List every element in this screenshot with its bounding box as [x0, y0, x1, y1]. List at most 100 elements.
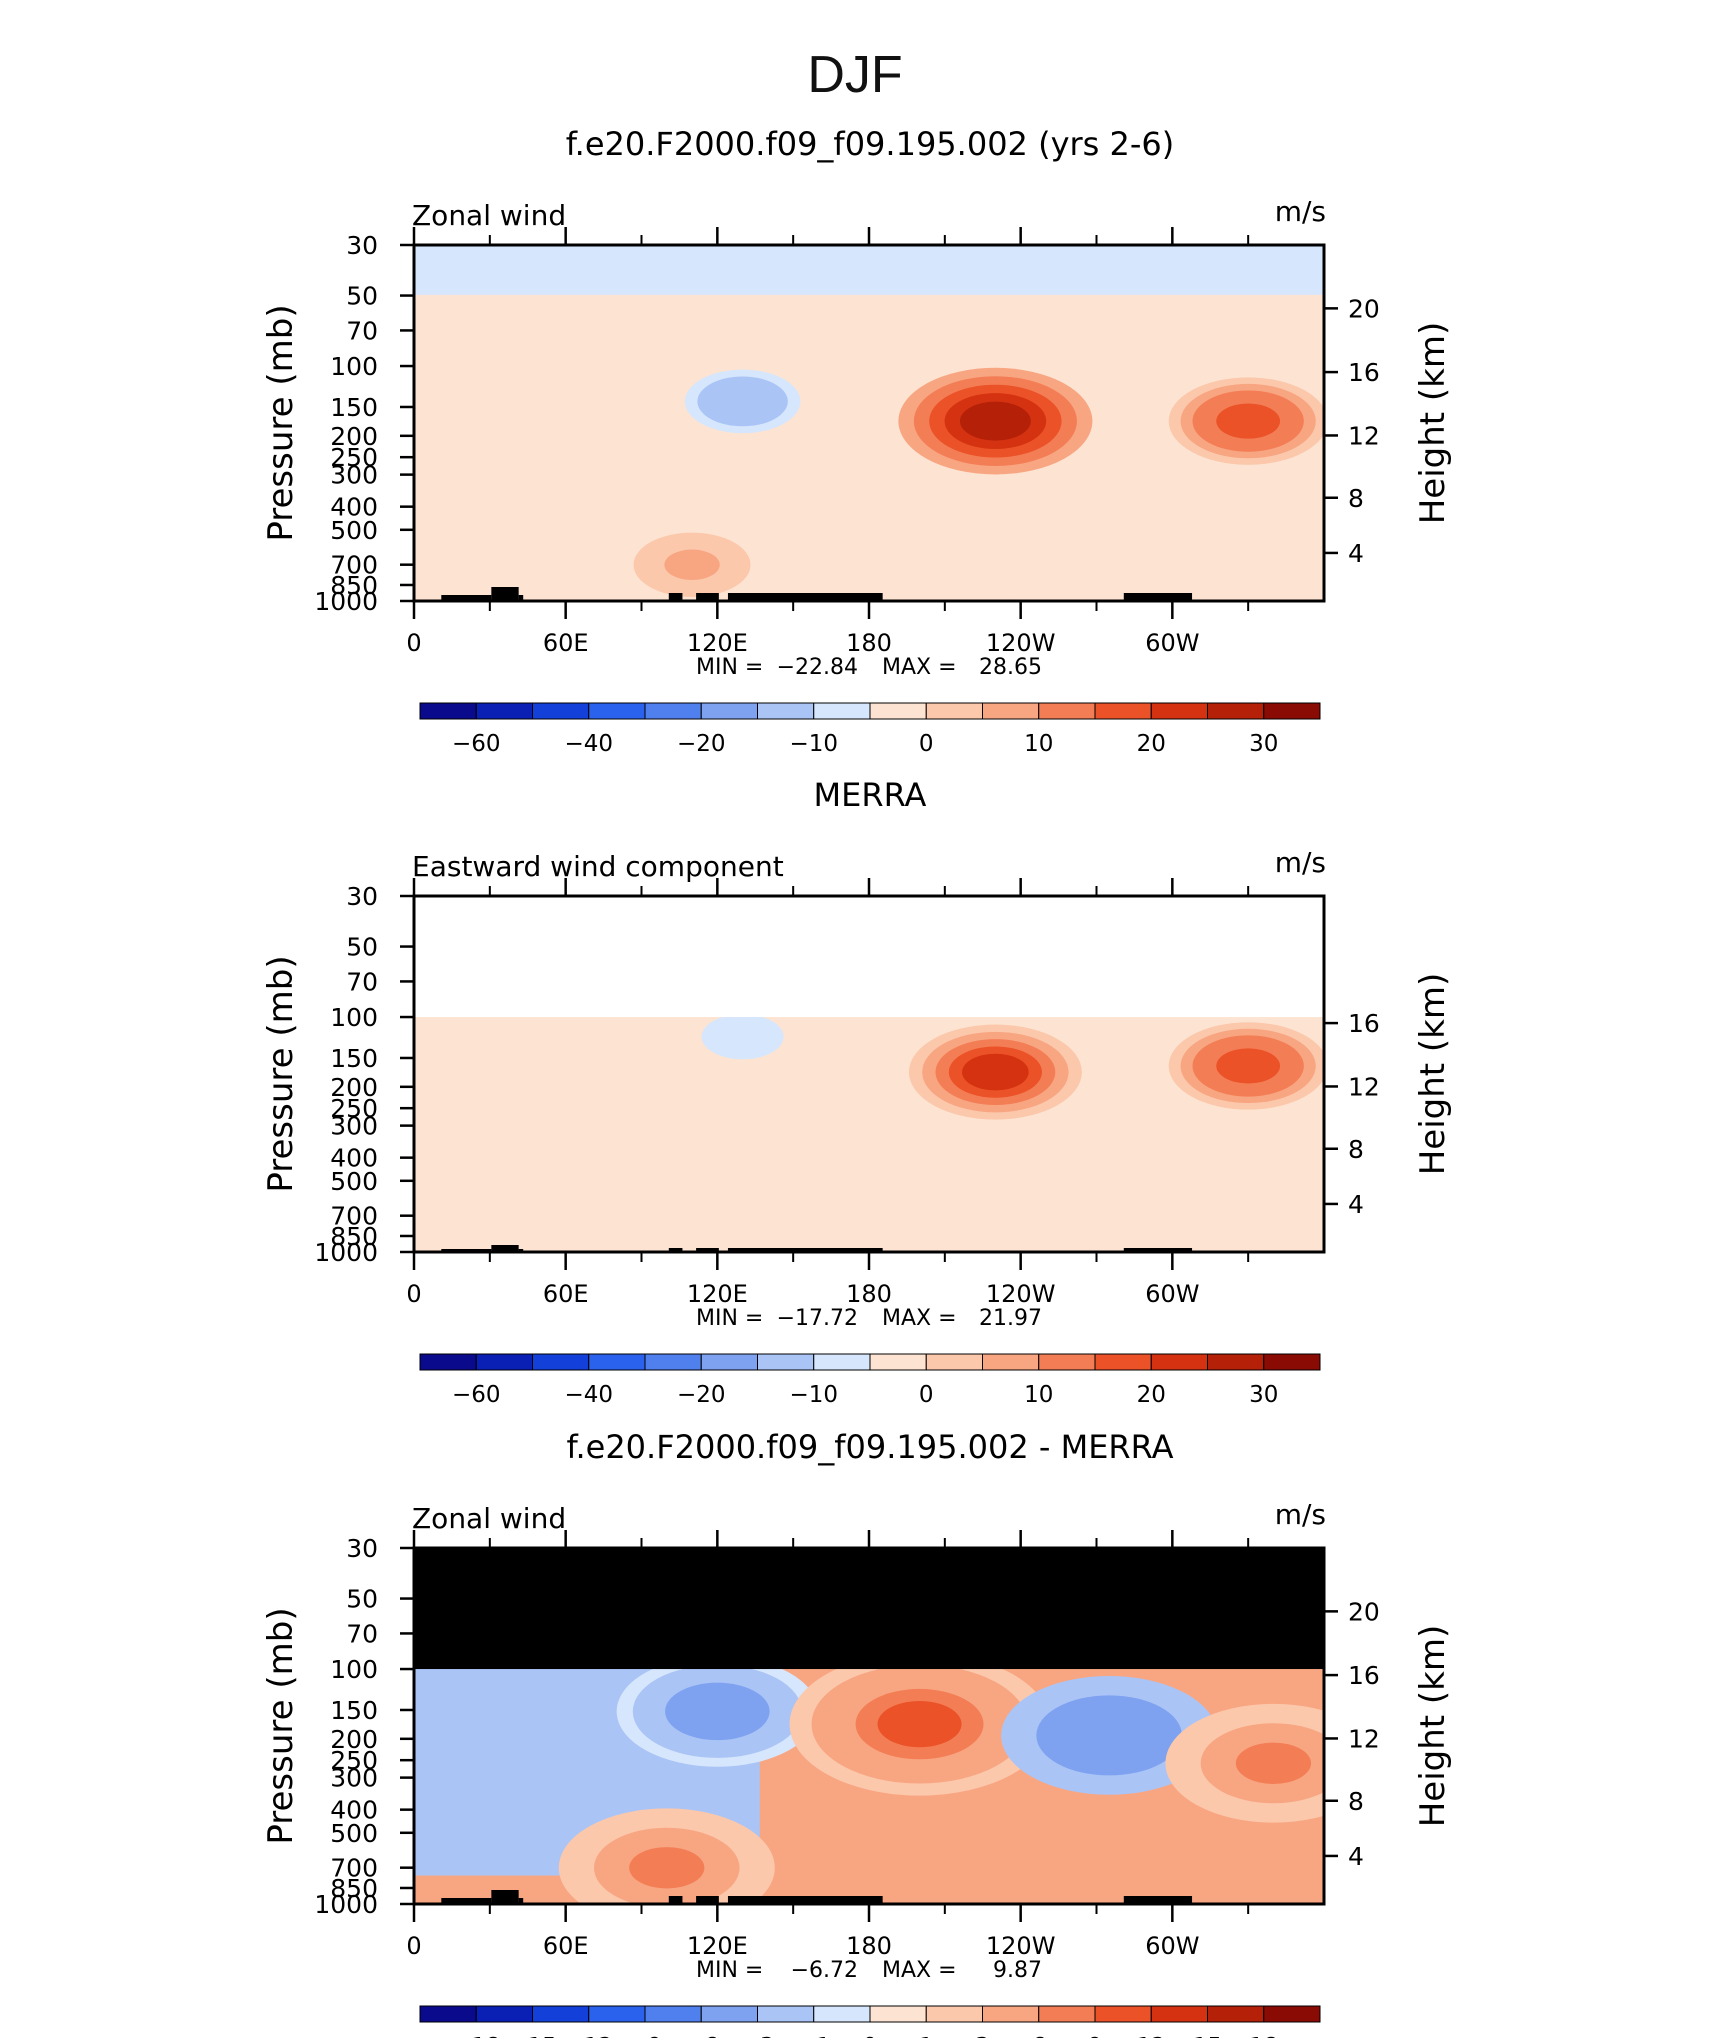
y-tick-label: 200 [330, 1725, 378, 1754]
contour-level [1071, 1714, 1147, 1757]
panel-title: MERRA [814, 776, 927, 814]
colorbar-box [644, 702, 702, 720]
x-tick-label: 60W [1145, 1932, 1199, 1960]
colorbar-label: 9 [1088, 2034, 1103, 2038]
colorbar-label: 30 [1249, 1382, 1278, 1408]
topography [668, 1896, 683, 1904]
x-tick-label: 120E [687, 1280, 748, 1308]
topography [727, 1248, 883, 1252]
y2-axis-label: Height (km) [1413, 322, 1453, 525]
colorbar-box [532, 1353, 590, 1371]
colorbar-box [475, 1353, 533, 1371]
colorbar-box [1094, 702, 1152, 720]
contour-level [710, 383, 776, 420]
y-tick-label: 300 [330, 1764, 378, 1793]
y-tick-label: 700 [330, 551, 378, 580]
colorbar-label: −3 [741, 2034, 775, 2038]
min-value: −6.72 [791, 1958, 858, 1983]
y-tick-label: 200 [330, 1073, 378, 1102]
y-tick-label: 100 [330, 1655, 378, 1684]
colorbar-box [700, 2005, 758, 2023]
colorbar-box [700, 702, 758, 720]
colorbar-label: 30 [1249, 731, 1278, 757]
y2-tick-label: 4 [1348, 1842, 1364, 1871]
min-value: −17.72 [777, 1306, 858, 1331]
contour-level [448, 399, 506, 431]
min-value: −22.84 [777, 655, 858, 680]
y-tick-label: 1000 [314, 1890, 378, 1919]
colorbar-label: 15 [1193, 2034, 1222, 2038]
colorbar-label: 12 [1137, 2034, 1166, 2038]
colorbar-box [644, 2005, 702, 2023]
topography [518, 1898, 524, 1904]
y2-tick-label: 12 [1348, 1724, 1380, 1753]
y-tick-label: 250 [330, 443, 378, 472]
x-tick-label: 120W [986, 1932, 1056, 1960]
colorbar-label: 20 [1137, 731, 1166, 757]
topography [441, 595, 492, 601]
contour-level [664, 549, 720, 581]
colorbar-label: −1 [797, 2034, 831, 2038]
colorbar-box [869, 1353, 927, 1371]
colorbar-label: −6 [684, 2034, 718, 2038]
x-tick-label: 120E [687, 629, 748, 657]
x-tick-label: 60W [1145, 629, 1199, 657]
colorbar-box [925, 702, 983, 720]
colorbar-label: 0 [919, 731, 934, 757]
y2-tick-label: 12 [1348, 421, 1380, 450]
y-tick-label: 700 [330, 1854, 378, 1883]
colorbar-box [1263, 1353, 1321, 1371]
min-label: MIN = [696, 1306, 763, 1331]
x-tick-label: 60E [543, 629, 589, 657]
colorbar-box [475, 2005, 533, 2023]
x-tick-label: 0 [406, 629, 421, 657]
colorbar-box [982, 702, 1040, 720]
colorbar-box [1263, 702, 1321, 720]
topography [668, 593, 683, 601]
y2-tick-label: 8 [1348, 484, 1364, 513]
topography [727, 593, 883, 601]
y2-tick-label: 16 [1348, 1009, 1380, 1038]
colorbar-box [419, 1353, 477, 1371]
colorbar-box [1207, 1353, 1265, 1371]
x-tick-label: 0 [406, 1280, 421, 1308]
colorbar-label: 20 [1137, 1382, 1166, 1408]
y2-tick-label: 8 [1348, 1787, 1364, 1816]
colorbar-label: 18 [1249, 2034, 1278, 2038]
colorbar-box [813, 2005, 871, 2023]
min-label: MIN = [696, 655, 763, 680]
y-tick-label: 1000 [314, 587, 378, 616]
colorbar-box [1207, 2005, 1265, 2023]
topography [668, 1248, 683, 1252]
contour-level [1216, 403, 1281, 439]
masked-region [414, 1548, 1324, 1670]
colorbar-box [757, 2005, 815, 2023]
y2-tick-label: 8 [1348, 1135, 1364, 1164]
y2-tick-label: 12 [1348, 1072, 1380, 1101]
colorbar-label: −12 [564, 2034, 613, 2038]
missing-data-region [414, 896, 1324, 1018]
topography [491, 587, 519, 601]
y-tick-label: 300 [330, 461, 378, 490]
colorbar-label: 6 [1031, 2034, 1046, 2038]
y-tick-label: 400 [330, 493, 378, 522]
colorbar-box [813, 1353, 871, 1371]
y-tick-label: 500 [330, 516, 378, 545]
contour-level [1235, 1742, 1312, 1784]
max-label: MAX = [882, 1958, 957, 1983]
y2-tick-label: 4 [1348, 539, 1364, 568]
colorbar-box [1038, 702, 1096, 720]
y-tick-label: 70 [346, 316, 378, 345]
x-tick-label: 120W [986, 1280, 1056, 1308]
y-axis-label: Pressure (mb) [261, 1607, 301, 1844]
colorbar-box [925, 2005, 983, 2023]
plot-area [414, 245, 1324, 601]
x-tick-label: 60W [1145, 1280, 1199, 1308]
colorbar-label: −60 [452, 731, 501, 757]
contour-level [992, 1220, 1049, 1251]
y-tick-label: 150 [330, 393, 378, 422]
y-tick-label: 30 [346, 231, 378, 260]
panel-units-label: m/s [1275, 1498, 1326, 1531]
colorbar-box [588, 702, 646, 720]
colorbar-box [1150, 1353, 1208, 1371]
